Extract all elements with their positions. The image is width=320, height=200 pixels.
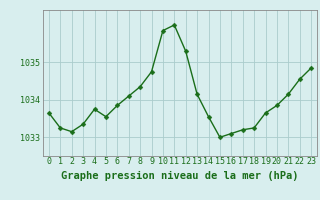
X-axis label: Graphe pression niveau de la mer (hPa): Graphe pression niveau de la mer (hPa) <box>61 171 299 181</box>
